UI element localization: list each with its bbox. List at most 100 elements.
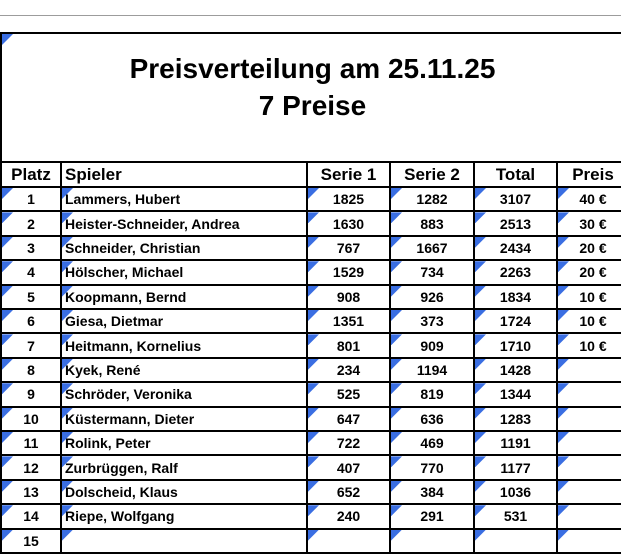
cell-spieler[interactable]: Dolscheid, Klaus [62,480,308,506]
cell-total[interactable]: 531 [475,505,558,530]
cell-marker-icon [308,261,319,273]
cell-serie2[interactable]: 770 [391,456,475,481]
cell-value: 1036 [499,483,532,500]
cell-serie1[interactable]: 722 [308,431,391,457]
cell-total[interactable]: 1428 [475,358,558,384]
cell-total[interactable]: 2513 [475,212,558,237]
cell-platz[interactable]: 1 [2,188,62,213]
cell-serie2[interactable]: 636 [391,407,475,432]
header-serie2[interactable]: Serie 2 [391,163,475,188]
cell-preis[interactable]: 10 € [558,285,621,310]
cell-platz[interactable]: 4 [2,261,62,286]
cell-serie1[interactable]: 767 [308,236,391,262]
cell-serie2[interactable]: 1282 [391,188,475,213]
cell-spieler[interactable]: Hölscher, Michael [62,261,308,286]
cell-platz[interactable]: 11 [2,431,62,457]
cell-total[interactable]: 1724 [475,309,558,335]
cell-platz[interactable]: 14 [2,505,62,530]
cell-spieler[interactable]: Zurbrüggen, Ralf [62,456,308,481]
cell-spieler[interactable]: Rolink, Peter [62,431,308,457]
cell-spieler[interactable]: Riepe, Wolfgang [62,505,308,530]
cell-preis[interactable] [558,358,621,384]
cell-spieler[interactable]: Kyek, René [62,358,308,384]
header-platz[interactable]: Platz [2,163,62,188]
cell-platz[interactable]: 6 [2,309,62,335]
cell-preis[interactable] [558,407,621,432]
title-cell[interactable]: Preisverteilung am 25.11.25 7 Preise [0,32,621,161]
cell-preis[interactable] [558,529,621,554]
cell-serie1[interactable]: 908 [308,285,391,310]
cell-serie1[interactable]: 801 [308,334,391,359]
cell-serie1[interactable]: 1529 [308,261,391,286]
cell-serie1[interactable]: 525 [308,383,391,408]
cell-preis[interactable]: 30 € [558,212,621,237]
cell-serie2[interactable]: 819 [391,383,475,408]
cell-serie2[interactable]: 926 [391,285,475,310]
cell-total[interactable]: 2263 [475,261,558,286]
cell-spieler[interactable]: Schröder, Veronika [62,383,308,408]
cell-preis[interactable]: 20 € [558,261,621,286]
cell-serie2[interactable]: 734 [391,261,475,286]
cell-total[interactable]: 1191 [475,431,558,457]
cell-platz[interactable]: 8 [2,358,62,384]
cell-platz[interactable]: 9 [2,383,62,408]
cell-preis[interactable]: 20 € [558,236,621,262]
cell-total[interactable]: 1036 [475,480,558,506]
cell-total[interactable]: 1344 [475,383,558,408]
cell-serie2[interactable]: 291 [391,505,475,530]
cell-serie2[interactable]: 883 [391,212,475,237]
cell-platz[interactable]: 13 [2,480,62,506]
cell-serie1[interactable] [308,529,391,554]
cell-preis[interactable]: 40 € [558,188,621,213]
header-total[interactable]: Total [475,163,558,188]
cell-serie1[interactable]: 1630 [308,212,391,237]
cell-spieler[interactable]: Heitmann, Kornelius [62,334,308,359]
cell-total[interactable]: 1177 [475,456,558,481]
cell-total[interactable]: 1710 [475,334,558,359]
cell-spieler[interactable]: Küstermann, Dieter [62,407,308,432]
cell-platz[interactable]: 3 [2,236,62,262]
cell-serie2[interactable]: 1667 [391,236,475,262]
cell-platz[interactable]: 15 [2,529,62,554]
cell-serie2[interactable]: 373 [391,309,475,335]
cell-total[interactable]: 1283 [475,407,558,432]
cell-total[interactable] [475,529,558,554]
cell-platz[interactable]: 12 [2,456,62,481]
cell-serie2[interactable]: 384 [391,480,475,506]
cell-platz[interactable]: 5 [2,285,62,310]
cell-preis[interactable] [558,383,621,408]
cell-preis[interactable] [558,456,621,481]
cell-preis[interactable]: 10 € [558,334,621,359]
cell-preis[interactable] [558,480,621,506]
cell-spieler[interactable]: Heister-Schneider, Andrea [62,212,308,237]
cell-serie1[interactable]: 1825 [308,188,391,213]
header-serie1[interactable]: Serie 1 [308,163,391,188]
cell-serie1[interactable]: 234 [308,358,391,384]
cell-serie1[interactable]: 240 [308,505,391,530]
cell-platz[interactable]: 2 [2,212,62,237]
cell-serie2[interactable]: 909 [391,334,475,359]
cell-preis[interactable]: 10 € [558,309,621,335]
cell-spieler[interactable] [62,529,308,554]
cell-spieler[interactable]: Schneider, Christian [62,236,308,262]
cell-preis[interactable] [558,431,621,457]
cell-spieler[interactable]: Koopmann, Bernd [62,285,308,310]
header-spieler[interactable]: Spieler [62,163,308,188]
header-preis[interactable]: Preis [558,163,621,188]
cell-preis[interactable] [558,505,621,530]
cell-serie2[interactable]: 469 [391,431,475,457]
cell-serie1[interactable]: 1351 [308,309,391,335]
cell-spieler[interactable]: Giesa, Dietmar [62,309,308,335]
cell-serie1[interactable]: 647 [308,407,391,432]
cell-platz[interactable]: 7 [2,334,62,359]
cell-serie2[interactable] [391,529,475,554]
cell-serie1[interactable]: 652 [308,480,391,506]
cell-platz[interactable]: 10 [2,407,62,432]
cell-marker-icon [558,480,569,492]
cell-total[interactable]: 3107 [475,188,558,213]
cell-serie2[interactable]: 1194 [391,358,475,384]
cell-total[interactable]: 1834 [475,285,558,310]
cell-serie1[interactable]: 407 [308,456,391,481]
cell-total[interactable]: 2434 [475,236,558,262]
cell-spieler[interactable]: Lammers, Hubert [62,188,308,213]
